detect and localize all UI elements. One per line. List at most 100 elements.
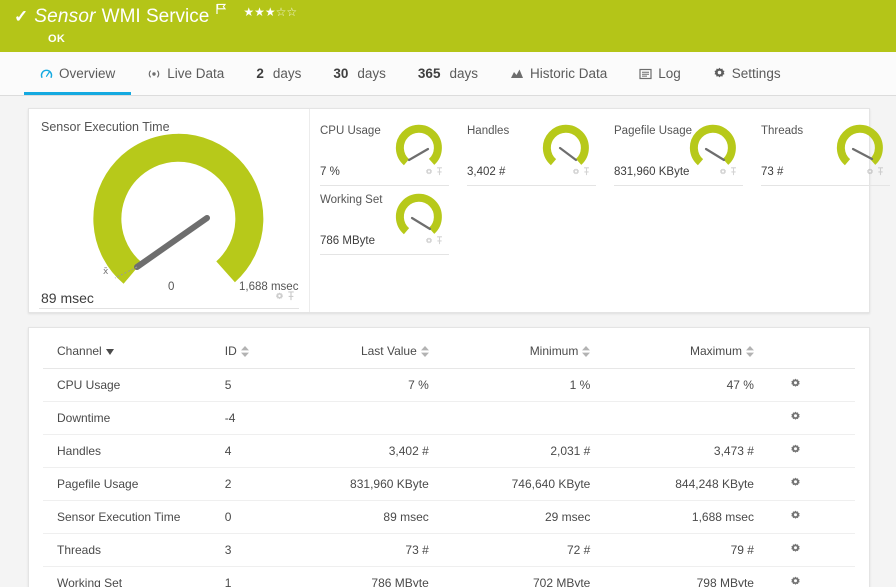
cell-maximum: 79 # <box>590 533 754 567</box>
main-gauge-panel: Sensor Execution Time x̄ 89 msec 0 1,688… <box>29 109 310 312</box>
gear-icon[interactable] <box>719 163 727 181</box>
cell-actions[interactable] <box>753 500 855 534</box>
pin-icon[interactable] <box>583 163 590 181</box>
gear-icon[interactable] <box>790 378 801 392</box>
table-row[interactable]: Downtime -4 <box>43 401 855 435</box>
cell-maximum: 47 % <box>590 368 754 402</box>
gear-icon[interactable] <box>790 444 801 458</box>
cell-actions[interactable] <box>753 467 855 501</box>
cell-actions[interactable] <box>753 533 855 567</box>
gauge-dial <box>687 124 741 170</box>
tab-overview[interactable]: Overview <box>24 52 132 95</box>
gear-icon[interactable] <box>790 543 801 557</box>
gear-icon[interactable] <box>866 163 874 181</box>
mini-gauge-value: 831,960 KByte <box>614 166 690 178</box>
table-row[interactable]: Pagefile Usage 2 831,960 KByte 746,640 K… <box>43 467 855 501</box>
tab-2-days[interactable]: 2 days <box>240 52 317 95</box>
channels-table: Channel ID Last Value <box>43 328 855 587</box>
table-body: CPU Usage 5 7 % 1 % 47 % Downtime -4 <box>43 368 855 587</box>
column-header-last-value[interactable]: Last Value <box>299 328 429 369</box>
tab-live-data[interactable]: Live Data <box>131 52 240 95</box>
gear-icon[interactable] <box>790 411 801 425</box>
sort-arrows-icon <box>420 345 429 357</box>
mini-gauge-cpu-usage: CPU Usage 7 % <box>320 121 457 186</box>
main-gauge-actions[interactable] <box>275 288 295 306</box>
mini-gauge-actions[interactable] <box>425 163 443 181</box>
mini-gauge-value: 3,402 # <box>467 166 506 178</box>
mini-gauge-actions[interactable] <box>425 232 443 250</box>
cell-actions[interactable] <box>753 368 855 402</box>
cell-channel: Downtime <box>43 401 225 435</box>
cell-last-value: 7 % <box>299 368 429 402</box>
tab-label: Historic Data <box>529 66 608 81</box>
table-row[interactable]: CPU Usage 5 7 % 1 % 47 % <box>43 368 855 402</box>
rating-stars[interactable]: ★★★☆☆ <box>243 5 297 19</box>
cell-channel: Threads <box>43 533 225 567</box>
pin-icon[interactable] <box>877 163 884 181</box>
column-header-channel[interactable]: Channel <box>43 328 225 369</box>
gauge-dial <box>540 124 594 170</box>
gear-icon[interactable] <box>425 163 433 181</box>
cell-actions[interactable] <box>753 566 855 587</box>
tab-bar: Overview Live Data 2 days 30 days 365 da… <box>0 52 896 96</box>
cell-id: 3 <box>224 533 300 567</box>
mini-gauge-divider <box>320 254 449 255</box>
cell-channel: Pagefile Usage <box>43 467 225 501</box>
tab-log[interactable]: Log <box>623 52 697 95</box>
tab-historic-data[interactable]: Historic Data <box>494 52 623 95</box>
chevron-down-icon <box>105 344 114 358</box>
cell-maximum: 798 MByte <box>590 566 754 587</box>
cell-minimum: 72 # <box>428 533 591 567</box>
main-gauge-min-label: 0 <box>168 281 175 293</box>
column-header-minimum[interactable]: Minimum <box>428 328 591 369</box>
table-header-row: Channel ID Last Value <box>43 328 855 369</box>
table-row[interactable]: Sensor Execution Time 0 89 msec 29 msec … <box>43 500 855 534</box>
mini-gauge-actions[interactable] <box>866 163 884 181</box>
gauge-dial <box>834 124 888 170</box>
pin-icon[interactable] <box>287 288 295 306</box>
column-label: Last Value <box>360 344 417 358</box>
table-row[interactable]: Working Set 1 786 MByte 702 MByte 798 MB… <box>43 566 855 587</box>
content-area: Sensor Execution Time x̄ 89 msec 0 1,688… <box>0 96 896 587</box>
cell-channel: Handles <box>43 434 225 468</box>
mini-gauge-pagefile-usage: Pagefile Usage 831,960 KByte <box>614 121 751 186</box>
mini-gauge-value: 786 MByte <box>320 235 375 247</box>
status-check-icon: ✓ <box>14 7 29 26</box>
cell-id: 4 <box>224 434 300 468</box>
cell-channel: CPU Usage <box>43 368 225 402</box>
mini-gauge-actions[interactable] <box>719 163 737 181</box>
signal-icon <box>147 68 161 80</box>
tab-number: 2 <box>256 66 264 81</box>
tab-settings[interactable]: Settings <box>697 52 797 95</box>
gear-icon[interactable] <box>790 576 801 587</box>
main-gauge-title: Sensor Execution Time <box>41 120 170 134</box>
table-row[interactable]: Handles 4 3,402 # 2,031 # 3,473 # <box>43 434 855 468</box>
mini-gauge-actions[interactable] <box>572 163 590 181</box>
cell-actions[interactable] <box>753 434 855 468</box>
pin-icon[interactable] <box>730 163 737 181</box>
gear-icon[interactable] <box>275 288 284 306</box>
column-header-id[interactable]: ID <box>224 328 300 369</box>
tab-365-days[interactable]: 365 days <box>402 52 494 95</box>
flag-icon[interactable] <box>216 2 227 20</box>
tab-30-days[interactable]: 30 days <box>317 52 402 95</box>
gear-icon[interactable] <box>790 477 801 491</box>
cell-id: 5 <box>224 368 300 402</box>
cell-minimum: 29 msec <box>428 500 591 534</box>
sensor-header: ✓ Sensor WMI Service ★★★☆☆ OK <box>0 0 896 52</box>
pin-icon[interactable] <box>436 232 443 250</box>
cell-last-value: 3,402 # <box>299 434 429 468</box>
column-label: Maximum <box>689 344 742 358</box>
gear-icon[interactable] <box>790 510 801 524</box>
gear-icon[interactable] <box>425 232 433 250</box>
gauges-card: Sensor Execution Time x̄ 89 msec 0 1,688… <box>28 108 890 313</box>
gear-icon[interactable] <box>572 163 580 181</box>
gauge-dial <box>393 193 447 239</box>
cell-actions[interactable] <box>753 401 855 435</box>
mini-gauges-row-2: Working Set 786 MByte <box>310 186 896 255</box>
table-row[interactable]: Threads 3 73 # 72 # 79 # <box>43 533 855 567</box>
tab-label: Live Data <box>167 66 225 81</box>
mini-gauges-area: CPU Usage 7 % Handles <box>310 109 896 312</box>
pin-icon[interactable] <box>436 163 443 181</box>
column-header-maximum[interactable]: Maximum <box>590 328 754 369</box>
